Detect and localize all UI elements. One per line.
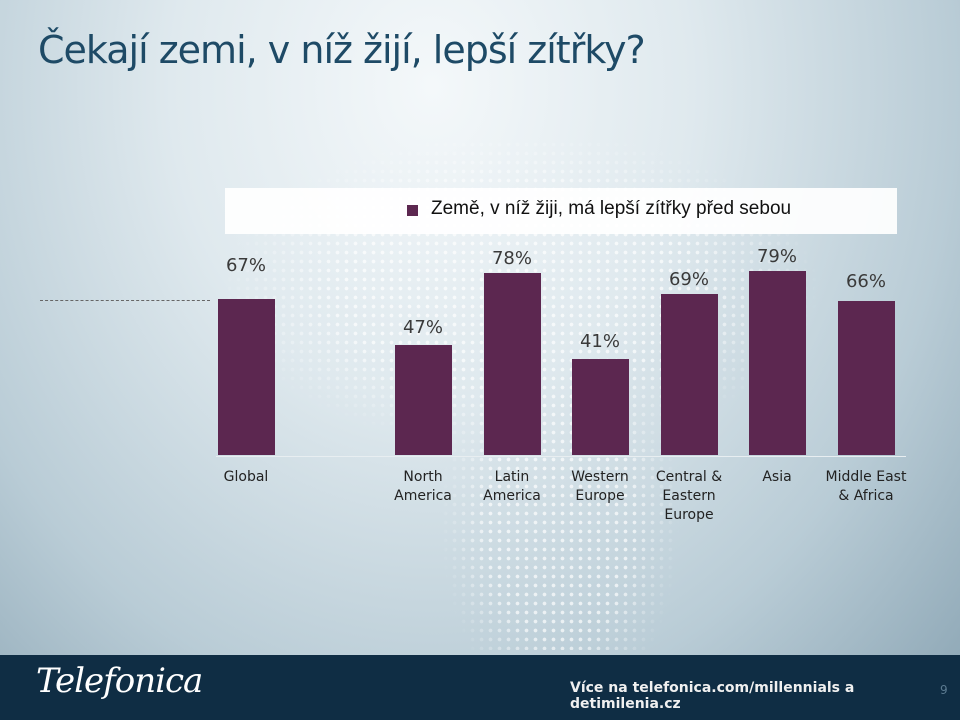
category-label: Asia <box>727 468 827 487</box>
bar <box>571 359 629 455</box>
bar-value-label: 79% <box>756 245 797 267</box>
category-label: Global <box>196 468 296 487</box>
category-label-line: Asia <box>762 469 792 485</box>
category-label-line: Global <box>223 469 269 485</box>
category-label-line: Europe <box>664 507 714 523</box>
bar-value-label: 67% <box>225 254 266 276</box>
bar <box>837 301 895 455</box>
bar <box>748 270 806 455</box>
x-axis-line <box>216 456 906 457</box>
category-label-line: North <box>403 469 443 485</box>
bar <box>660 294 718 455</box>
category-label: Latin America <box>462 468 562 506</box>
category-label-line: & Africa <box>838 488 894 504</box>
category-label-line: America <box>394 488 452 504</box>
page-number: 9 <box>940 683 948 697</box>
bar-value-label: 41% <box>579 331 620 353</box>
bar-value-label: 78% <box>491 248 532 270</box>
page-title: Čekají zemi, v níž žijí, lepší zítřky? <box>38 28 646 72</box>
category-label: Central & Eastern Europe <box>639 468 739 525</box>
bar-value-label: 69% <box>668 269 709 291</box>
legend-swatch <box>407 205 418 216</box>
dashed-guide-line <box>40 300 210 301</box>
category-label: North America <box>373 468 473 506</box>
category-label-line: Central & <box>655 469 723 485</box>
bar <box>217 298 275 455</box>
chart-legend: Země, v níž žiji, má lepší zítřky před s… <box>225 188 897 234</box>
category-label: Western Europe <box>550 468 650 506</box>
category-label-line: Eastern <box>662 488 716 504</box>
category-label: Middle East & Africa <box>816 468 916 506</box>
category-label-line: Europe <box>575 488 625 504</box>
bar-value-label: 66% <box>845 271 886 293</box>
category-label-line: Western <box>571 469 629 485</box>
legend-label: Země, v níž žiji, má lepší zítřky před s… <box>431 198 792 219</box>
footer-link[interactable]: Více na telefonica.com/millennials a det… <box>570 680 855 712</box>
bar <box>394 345 452 455</box>
bar-value-label: 47% <box>402 317 443 339</box>
category-label-line: Latin <box>494 469 530 485</box>
category-label-line: Middle East <box>825 469 907 485</box>
bar <box>483 273 541 455</box>
telefonica-logo: Telefonica <box>36 661 203 701</box>
footer-bar: Telefonica Více na telefonica.com/millen… <box>0 655 960 720</box>
category-label-line: America <box>483 488 541 504</box>
